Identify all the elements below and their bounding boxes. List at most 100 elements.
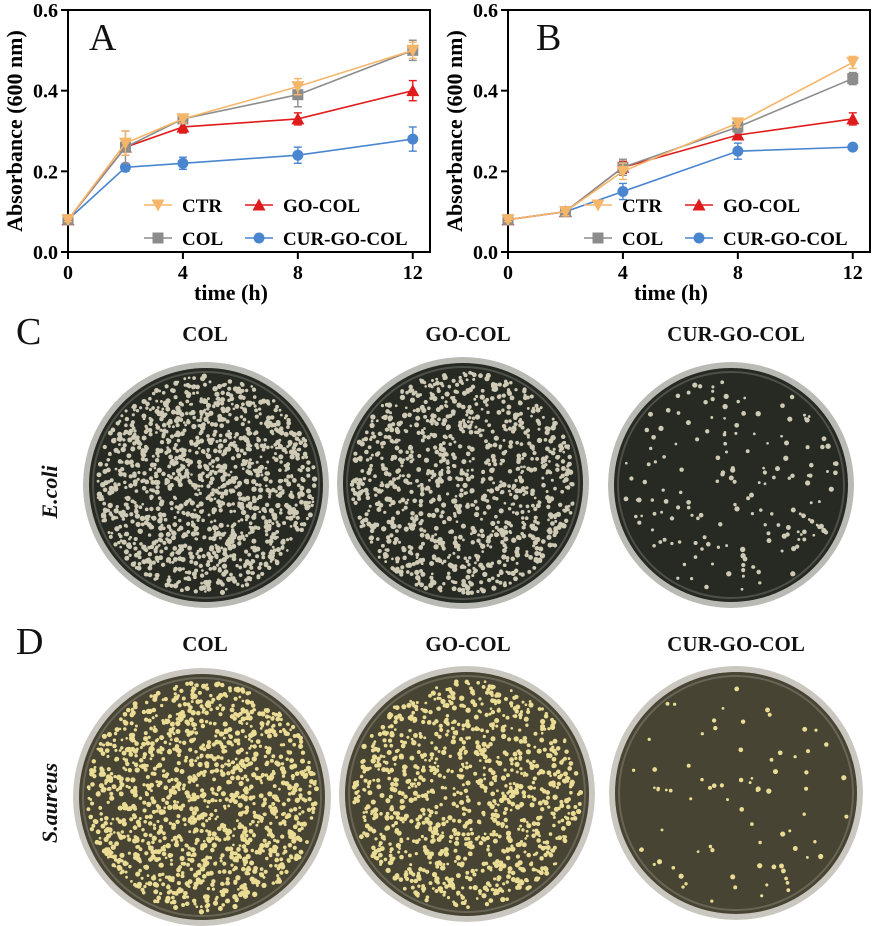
colony — [188, 578, 192, 581]
colony — [235, 564, 239, 568]
colony — [537, 551, 542, 556]
colony — [124, 485, 128, 490]
colony — [663, 499, 669, 504]
colony — [166, 557, 172, 563]
colony — [173, 800, 177, 804]
colony — [249, 724, 253, 728]
colony — [670, 541, 674, 546]
colony — [197, 464, 203, 469]
colony — [543, 713, 549, 719]
colony — [478, 821, 482, 825]
colony — [570, 482, 575, 487]
colony — [472, 702, 478, 708]
colony — [482, 399, 488, 404]
colony — [409, 863, 413, 867]
colony — [275, 494, 279, 497]
colony — [207, 513, 211, 517]
colony — [429, 752, 435, 757]
colony — [455, 382, 460, 387]
colony — [129, 712, 135, 718]
colony — [299, 491, 305, 497]
colony — [403, 428, 407, 432]
colony — [805, 445, 810, 450]
colony — [163, 740, 168, 745]
colony — [441, 821, 446, 827]
colony — [414, 516, 419, 522]
colony — [173, 477, 177, 481]
colony — [173, 842, 180, 848]
colony — [419, 482, 424, 487]
colony — [480, 868, 485, 873]
colony — [204, 571, 209, 575]
colony — [458, 767, 464, 773]
colony — [122, 757, 126, 761]
colony — [448, 754, 453, 759]
colony — [120, 869, 125, 874]
colony — [435, 822, 441, 828]
colony — [495, 821, 501, 826]
colony — [269, 560, 273, 563]
colony — [186, 895, 190, 899]
y-tick-label: 0.2 — [473, 161, 498, 183]
colony — [114, 841, 120, 847]
colony — [418, 775, 423, 780]
colony — [412, 719, 416, 724]
colony — [292, 807, 298, 812]
colony — [389, 533, 394, 538]
colony — [174, 737, 179, 743]
colony — [292, 432, 297, 436]
colony — [467, 563, 471, 567]
colony — [120, 830, 124, 834]
colony — [527, 569, 532, 574]
colony — [715, 479, 720, 484]
colony — [433, 544, 439, 550]
colony — [189, 441, 194, 446]
colony — [552, 816, 556, 819]
colony — [288, 481, 291, 485]
colony — [419, 527, 424, 532]
colony — [104, 778, 109, 784]
colony — [194, 837, 200, 843]
colony — [249, 744, 253, 748]
colony — [146, 557, 151, 562]
colony — [167, 424, 171, 428]
colony — [244, 559, 250, 564]
data-point — [118, 137, 132, 150]
colony — [486, 488, 490, 492]
colony — [494, 833, 499, 837]
colony — [189, 559, 194, 564]
colony — [430, 765, 437, 771]
colony — [463, 788, 469, 794]
colony — [502, 438, 506, 442]
colony — [190, 737, 196, 743]
colony — [261, 882, 267, 889]
colony — [820, 444, 825, 450]
colony — [401, 474, 405, 478]
colony — [167, 715, 171, 719]
colony — [269, 821, 273, 826]
colony — [193, 508, 197, 512]
colony — [536, 815, 541, 821]
colony — [495, 497, 499, 501]
colony — [469, 490, 473, 494]
colony — [220, 764, 225, 769]
colony — [271, 432, 275, 436]
colony — [360, 469, 365, 473]
colony — [228, 431, 233, 436]
colony — [165, 406, 171, 412]
colony — [382, 755, 386, 758]
colony — [517, 749, 521, 753]
colony — [544, 711, 548, 716]
colony — [817, 500, 821, 504]
colony — [249, 784, 254, 790]
colony — [176, 438, 181, 443]
colony — [270, 833, 275, 839]
colony — [213, 722, 217, 725]
colony — [175, 720, 181, 727]
colony — [208, 462, 212, 466]
colony — [143, 832, 148, 838]
colony — [212, 386, 218, 392]
colony — [511, 486, 515, 490]
colony — [513, 415, 518, 420]
colony — [293, 782, 299, 788]
